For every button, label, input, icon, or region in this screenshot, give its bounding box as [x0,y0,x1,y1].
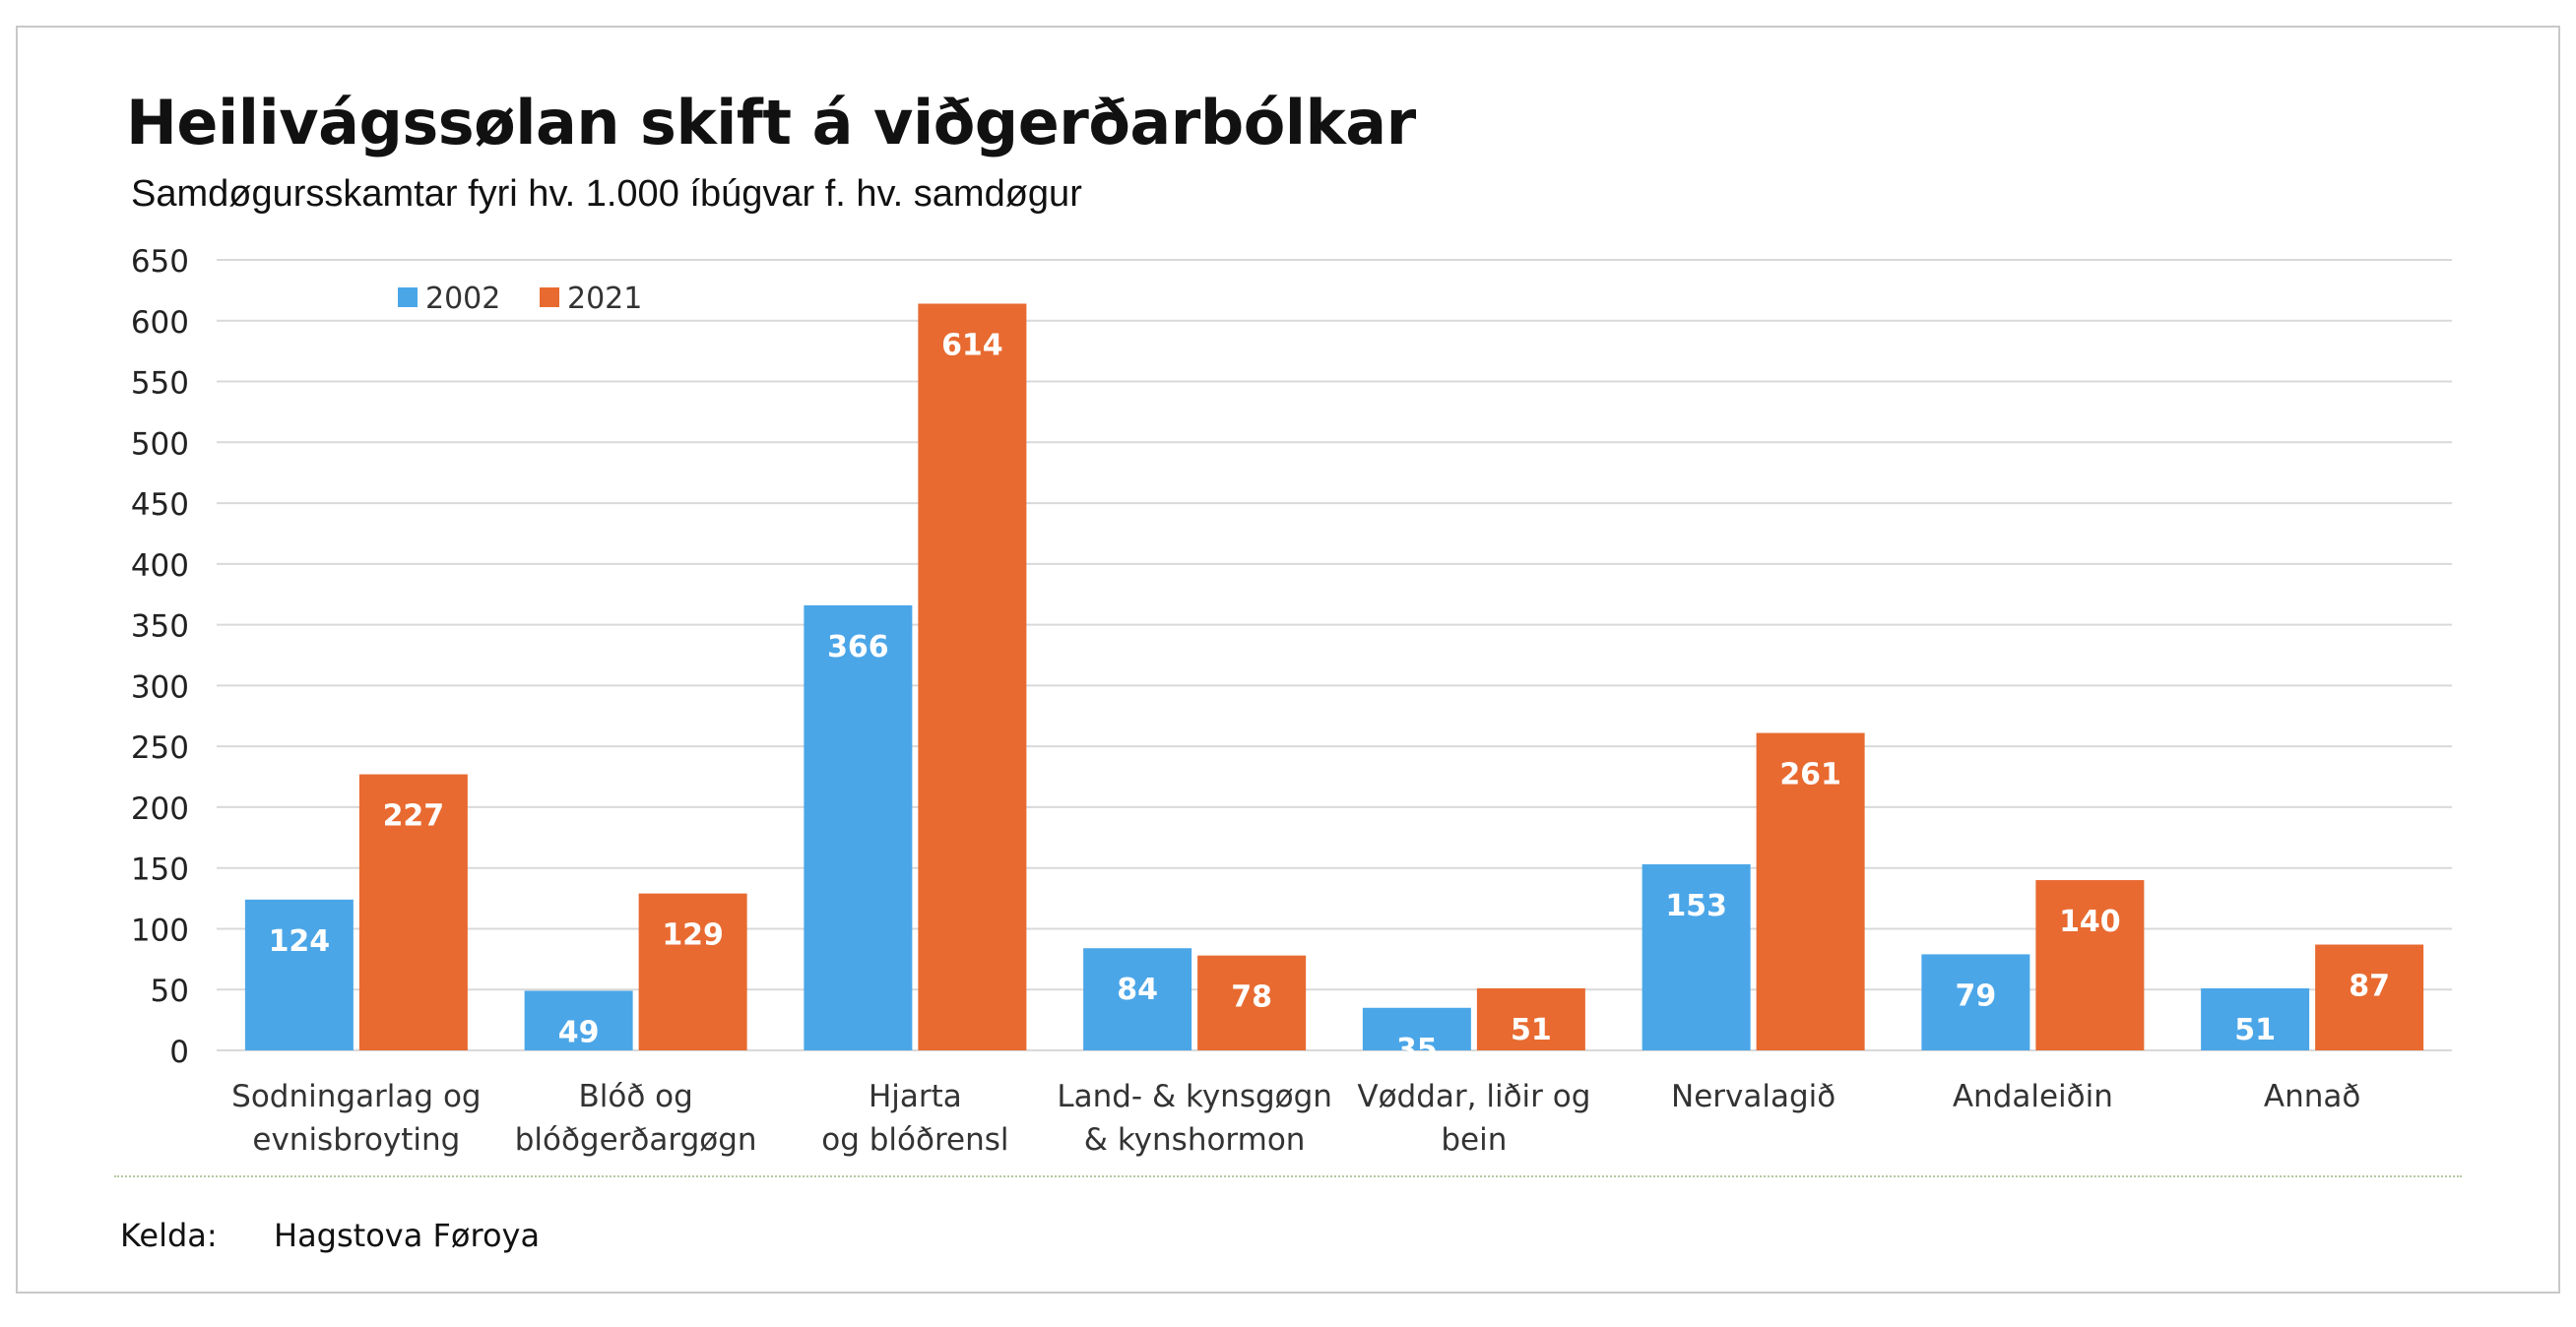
y-tick-label: 250 [131,730,189,766]
x-tick-label: evnisbroyting [252,1122,460,1158]
legend: 2002 2021 [398,282,642,316]
y-tick-label: 150 [131,853,189,888]
bar-2002-7 [2201,987,2310,1050]
source-value: Hagstova Føroya [274,1217,541,1254]
legend-swatch-2021 [540,287,559,307]
data-label: 49 [558,1015,600,1049]
bar-2002-6 [1921,954,2030,1050]
data-label: 87 [2349,970,2390,1004]
data-label: 124 [269,924,331,959]
data-label: 153 [1665,889,1727,923]
bar-2002-5 [1642,863,1751,1050]
x-tick-label: Nervalagið [1671,1079,1835,1114]
y-tick-label: 50 [151,974,189,1009]
bar-2002-0 [244,899,354,1050]
data-label: 84 [1117,973,1158,1007]
legend-label-2021: 2021 [567,282,642,316]
data-label: 614 [941,328,1003,362]
bar-2021-1 [638,893,747,1050]
x-tick-label: Blóð og [578,1079,692,1114]
data-label: 79 [1956,979,1997,1013]
bar-2021-3 [1197,955,1307,1050]
data-labels: 124 227 49 129 366 614 84 78 35 51 153 261 79 140 51 87 [269,328,2390,1066]
data-label: 227 [383,799,445,834]
bar-2002-3 [1083,948,1192,1050]
y-tick-label: 0 [169,1035,189,1070]
chart-title: Heilivágssølan skift á viðgerðarbólkar [126,87,1416,158]
footer-divider [114,1175,2462,1177]
x-tick-label: Hjarta [869,1079,962,1114]
bar-2021-6 [2035,880,2145,1050]
y-tick-label: 100 [131,913,189,948]
x-axis-labels: Sodningarlag og evnisbroyting Blóð og blóðg… [231,1079,2360,1158]
y-tick-label: 350 [131,609,189,645]
chart-frame [16,26,2560,1294]
legend-swatch-2002 [398,287,418,307]
y-tick-label: 400 [131,548,189,584]
y-tick-label: 550 [131,366,189,402]
y-axis-ticks: 0 50 100 150 200 250 300 350 400 450 500 550 600 650 [131,244,189,1070]
bars [244,303,2424,1050]
bar-2002-4 [1362,1007,1471,1050]
chart-subtitle: Samdøgursskamtar fyri hv. 1.000 íbúgvar … [131,173,1082,215]
x-tick-label: blóðgerðargøgn [515,1122,757,1158]
y-tick-label: 200 [131,791,189,827]
bar-2021-2 [918,303,1027,1050]
source-label: Kelda: [120,1217,218,1254]
bar-2021-5 [1756,732,1865,1050]
x-tick-label: Land- & kynsgøgn [1057,1079,1332,1114]
bar-2021-0 [358,774,468,1050]
x-tick-label: Annað [2264,1079,2360,1114]
x-tick-label: Vøddar, liðir og [1357,1079,1590,1114]
data-label: 35 [1396,1033,1438,1067]
x-tick-label: Sodningarlag og [231,1079,481,1114]
data-label: 78 [1231,980,1272,1015]
data-label: 51 [2234,1013,2276,1047]
bar-2021-4 [1476,987,1585,1050]
y-tick-label: 450 [131,487,189,523]
data-label: 51 [1511,1013,1552,1047]
data-label: 140 [2059,905,2121,939]
bar-2002-1 [524,990,633,1050]
bar-2021-7 [2315,944,2424,1050]
bar-2002-2 [804,604,913,1050]
y-tick-label: 600 [131,305,189,341]
y-tick-label: 500 [131,426,189,462]
data-label: 129 [662,918,724,953]
data-label: 366 [827,630,889,664]
x-tick-label: Andaleiðin [1953,1079,2113,1114]
x-tick-label: bein [1441,1122,1507,1158]
x-tick-label: og blóðrensl [821,1122,1008,1158]
legend-label-2002: 2002 [425,282,500,316]
y-tick-label: 300 [131,669,189,705]
y-tick-label: 650 [131,244,189,280]
x-tick-label: & kynshormon [1084,1122,1306,1158]
data-label: 261 [1779,758,1841,792]
